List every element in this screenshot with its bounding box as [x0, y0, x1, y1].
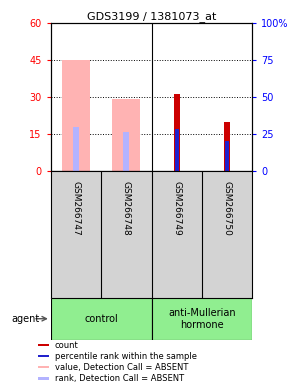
- Bar: [174, 94, 180, 171]
- Text: rank, Detection Call = ABSENT: rank, Detection Call = ABSENT: [55, 374, 184, 383]
- Bar: [38, 344, 49, 346]
- Bar: [224, 122, 230, 171]
- Bar: [175, 129, 179, 171]
- Bar: [225, 141, 229, 171]
- Bar: [73, 127, 79, 171]
- Text: GSM266748: GSM266748: [122, 181, 131, 236]
- Text: agent: agent: [11, 314, 39, 324]
- Bar: [123, 132, 129, 171]
- Bar: [38, 377, 49, 379]
- Bar: [51, 298, 151, 340]
- Bar: [62, 60, 90, 171]
- Bar: [38, 355, 49, 358]
- Bar: [151, 298, 252, 340]
- Text: value, Detection Call = ABSENT: value, Detection Call = ABSENT: [55, 363, 188, 372]
- Text: GSM266747: GSM266747: [71, 181, 80, 236]
- Bar: [113, 99, 140, 171]
- Text: count: count: [55, 341, 78, 350]
- Title: GDS3199 / 1381073_at: GDS3199 / 1381073_at: [87, 11, 216, 22]
- Text: GSM266750: GSM266750: [223, 181, 232, 236]
- Text: control: control: [84, 314, 118, 324]
- Text: GSM266749: GSM266749: [172, 181, 181, 236]
- Bar: [38, 366, 49, 369]
- Text: anti-Mullerian
hormone: anti-Mullerian hormone: [168, 308, 236, 329]
- Text: percentile rank within the sample: percentile rank within the sample: [55, 352, 197, 361]
